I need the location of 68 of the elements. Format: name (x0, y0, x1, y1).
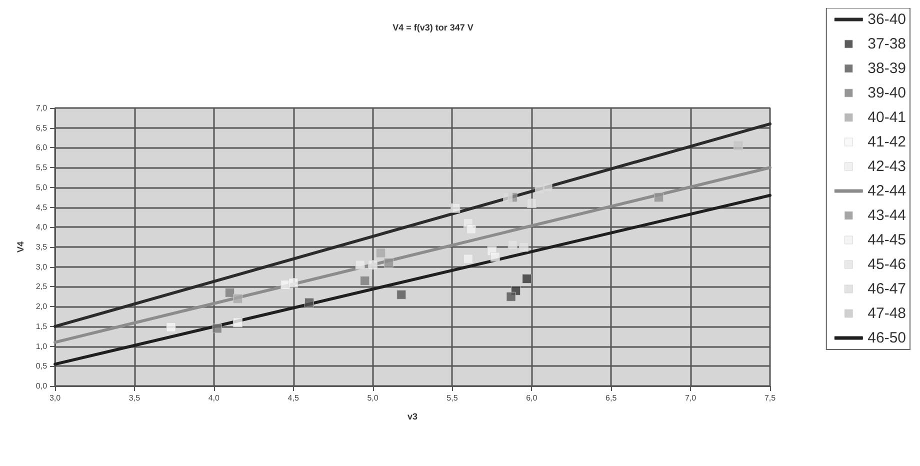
point (518, 242, 528, 252)
x-tick-label: 7,5 (764, 394, 776, 402)
y-tick-label: 6,5 (36, 123, 48, 132)
y-tick-label: 5,5 (36, 163, 48, 172)
point (526, 198, 536, 208)
point (542, 182, 552, 192)
point (288, 278, 298, 288)
point (225, 288, 235, 298)
point (384, 258, 394, 268)
x-tick-label: 3,0 (49, 394, 62, 402)
x-tick-label: 7,0 (684, 394, 697, 402)
legend-label: 39-40 (868, 84, 906, 102)
point (733, 140, 743, 150)
legend-label: 45-46 (868, 256, 906, 273)
x-tick-label: 5,0 (367, 394, 379, 402)
y-tick-label: 1,0 (36, 342, 48, 351)
y-tick-label: 0,0 (36, 382, 48, 390)
legend-label: 37-38 (868, 36, 906, 52)
legend-label: 46-47 (868, 280, 906, 298)
x-tick-label: 6,5 (606, 394, 618, 402)
y-axis-title: V4 (16, 241, 26, 253)
point (376, 248, 386, 258)
y-tick-label: 2,0 (36, 302, 48, 312)
point (232, 318, 242, 328)
x-tick-label: 6,0 (526, 394, 538, 402)
point (368, 260, 378, 270)
point (355, 260, 365, 270)
legend-label: 42-43 (868, 158, 906, 175)
point (490, 252, 500, 262)
point (654, 192, 664, 202)
point (466, 224, 476, 234)
y-tick-label: 3,5 (36, 242, 48, 252)
point (463, 254, 473, 264)
point (212, 324, 222, 334)
x-tick-label: 3,5 (128, 394, 141, 402)
x-tick-label: 4,5 (288, 394, 300, 402)
y-tick-label: 7,0 (36, 104, 48, 112)
legend-label: 46-50 (868, 330, 906, 346)
legend-label: 43-44 (868, 207, 906, 224)
point (503, 192, 513, 202)
y-tick-label: 3,0 (36, 262, 48, 272)
y-tick-label: 0,5 (36, 362, 48, 371)
y-tick-label: 4,5 (36, 202, 48, 212)
y-tick-label: 5,0 (36, 182, 48, 192)
point (506, 292, 516, 302)
x-tick-label: 4,0 (208, 394, 220, 402)
chart-title: V4 = f(v3) tor 347 V (392, 22, 474, 32)
point (508, 240, 518, 250)
y-tick-label: 2,5 (36, 282, 48, 292)
point (522, 274, 532, 284)
point (450, 203, 460, 213)
point (232, 294, 242, 304)
point (166, 322, 176, 332)
legend-label: 47-48 (868, 305, 906, 322)
legend-label: 44-45 (868, 232, 906, 248)
y-tick-label: 1,5 (36, 322, 48, 331)
point (360, 276, 370, 286)
legend-label: 38-39 (868, 60, 906, 77)
x-axis-title: v3 (408, 412, 418, 422)
y-tick-label: 6,0 (36, 143, 48, 152)
y-tick-label: 4,0 (36, 222, 48, 232)
point (304, 298, 314, 308)
legend-label: 40-41 (868, 109, 906, 126)
legend-label: 36-40 (868, 11, 906, 28)
point (396, 290, 406, 300)
legend-label: 42-44 (868, 182, 906, 200)
legend-label: 41-42 (868, 134, 906, 150)
x-tick-label: 5,5 (446, 394, 458, 402)
